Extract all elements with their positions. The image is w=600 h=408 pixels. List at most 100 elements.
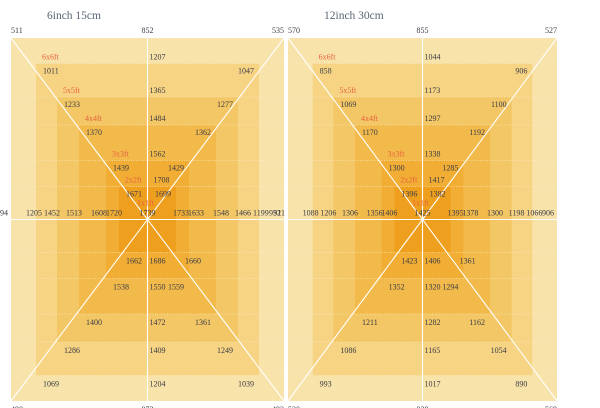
- svg-text:1286: 1286: [64, 346, 80, 355]
- svg-text:1395: 1395: [448, 209, 464, 218]
- svg-text:1044: 1044: [425, 53, 441, 62]
- svg-text:1608: 1608: [91, 209, 107, 218]
- svg-text:1198: 1198: [509, 209, 525, 218]
- svg-text:1086: 1086: [340, 346, 356, 355]
- svg-text:1069: 1069: [43, 380, 59, 389]
- svg-text:1739: 1739: [140, 209, 156, 218]
- svg-text:1039: 1039: [238, 380, 254, 389]
- svg-text:1708: 1708: [154, 176, 170, 185]
- svg-text:12inch 30cm: 12inch 30cm: [324, 10, 384, 22]
- svg-text:3x3ft: 3x3ft: [388, 150, 406, 159]
- svg-text:1x1ft: 1x1ft: [412, 199, 430, 208]
- svg-text:1233: 1233: [64, 100, 80, 109]
- svg-text:1205: 1205: [26, 209, 42, 218]
- svg-text:1362: 1362: [195, 128, 211, 137]
- svg-text:1249: 1249: [217, 346, 233, 355]
- svg-text:1513: 1513: [66, 209, 82, 218]
- svg-text:1294: 1294: [442, 283, 458, 292]
- svg-text:1282: 1282: [425, 318, 441, 327]
- svg-text:1300: 1300: [389, 164, 405, 173]
- svg-text:994: 994: [0, 209, 8, 218]
- svg-text:511: 511: [11, 26, 23, 35]
- svg-text:1199: 1199: [253, 209, 269, 218]
- svg-text:852: 852: [142, 26, 154, 35]
- svg-text:906: 906: [515, 67, 527, 76]
- svg-text:527: 527: [545, 26, 557, 35]
- svg-text:1671: 1671: [126, 190, 142, 199]
- svg-text:1400: 1400: [86, 318, 102, 327]
- svg-text:890: 890: [515, 380, 527, 389]
- svg-text:1550: 1550: [150, 283, 166, 292]
- svg-text:1686: 1686: [150, 257, 166, 266]
- svg-text:1x1ft: 1x1ft: [137, 199, 155, 208]
- svg-text:1484: 1484: [150, 114, 166, 123]
- svg-text:1406: 1406: [381, 209, 397, 218]
- svg-text:1206: 1206: [320, 209, 336, 218]
- svg-text:1466: 1466: [235, 209, 251, 218]
- svg-text:1207: 1207: [150, 53, 166, 62]
- svg-text:4x4ft: 4x4ft: [85, 114, 103, 123]
- svg-text:1306: 1306: [342, 209, 358, 218]
- svg-text:1066: 1066: [526, 209, 542, 218]
- svg-text:1633: 1633: [188, 209, 204, 218]
- svg-text:1011: 1011: [43, 67, 59, 76]
- svg-text:1365: 1365: [150, 86, 166, 95]
- svg-text:993: 993: [320, 380, 332, 389]
- svg-text:1162: 1162: [469, 318, 485, 327]
- svg-text:1285: 1285: [442, 164, 458, 173]
- svg-text:3x3ft: 3x3ft: [112, 150, 130, 159]
- svg-text:1211: 1211: [362, 318, 378, 327]
- svg-text:1662: 1662: [126, 257, 142, 266]
- svg-text:1277: 1277: [217, 100, 233, 109]
- svg-text:1047: 1047: [238, 67, 254, 76]
- svg-text:6inch 15cm: 6inch 15cm: [47, 10, 101, 22]
- svg-text:2x2ft: 2x2ft: [400, 176, 418, 185]
- svg-text:1352: 1352: [389, 283, 405, 292]
- svg-text:6x6ft: 6x6ft: [319, 53, 337, 62]
- svg-text:1173: 1173: [425, 86, 441, 95]
- svg-text:1361: 1361: [195, 318, 211, 327]
- svg-text:1538: 1538: [113, 283, 129, 292]
- svg-text:1054: 1054: [491, 346, 507, 355]
- svg-text:5x5ft: 5x5ft: [339, 86, 357, 95]
- svg-text:1165: 1165: [425, 346, 441, 355]
- svg-text:1562: 1562: [150, 150, 166, 159]
- svg-text:1204: 1204: [150, 380, 166, 389]
- svg-text:1660: 1660: [185, 257, 201, 266]
- svg-text:1417: 1417: [429, 176, 445, 185]
- svg-text:1425: 1425: [415, 209, 431, 218]
- svg-text:1472: 1472: [150, 318, 166, 327]
- svg-text:1548: 1548: [213, 209, 229, 218]
- svg-text:1192: 1192: [469, 128, 485, 137]
- svg-text:2x2ft: 2x2ft: [125, 176, 143, 185]
- svg-text:855: 855: [417, 26, 429, 35]
- svg-text:1017: 1017: [425, 380, 441, 389]
- svg-text:6x6ft: 6x6ft: [42, 53, 60, 62]
- svg-text:1396: 1396: [401, 190, 417, 199]
- svg-text:1361: 1361: [460, 257, 476, 266]
- svg-text:1370: 1370: [86, 128, 102, 137]
- svg-text:1559: 1559: [168, 283, 184, 292]
- svg-text:1338: 1338: [425, 150, 441, 159]
- svg-text:1409: 1409: [150, 346, 166, 355]
- svg-text:1100: 1100: [491, 100, 507, 109]
- svg-text:1733: 1733: [173, 209, 189, 218]
- svg-text:858: 858: [320, 67, 332, 76]
- svg-text:4x4ft: 4x4ft: [361, 114, 379, 123]
- svg-text:1170: 1170: [362, 128, 378, 137]
- svg-text:906: 906: [542, 209, 554, 218]
- svg-text:1069: 1069: [340, 100, 356, 109]
- svg-text:1423: 1423: [401, 257, 417, 266]
- svg-text:911: 911: [273, 209, 285, 218]
- svg-text:570: 570: [288, 26, 300, 35]
- svg-text:1382: 1382: [430, 190, 446, 199]
- svg-text:1429: 1429: [168, 164, 184, 173]
- svg-text:1378: 1378: [462, 209, 478, 218]
- svg-text:5x5ft: 5x5ft: [63, 86, 81, 95]
- svg-text:1439: 1439: [113, 164, 129, 173]
- svg-text:1320: 1320: [425, 283, 441, 292]
- svg-text:1297: 1297: [425, 114, 441, 123]
- svg-text:1300: 1300: [487, 209, 503, 218]
- svg-text:535: 535: [272, 26, 284, 35]
- svg-text:1088: 1088: [303, 209, 319, 218]
